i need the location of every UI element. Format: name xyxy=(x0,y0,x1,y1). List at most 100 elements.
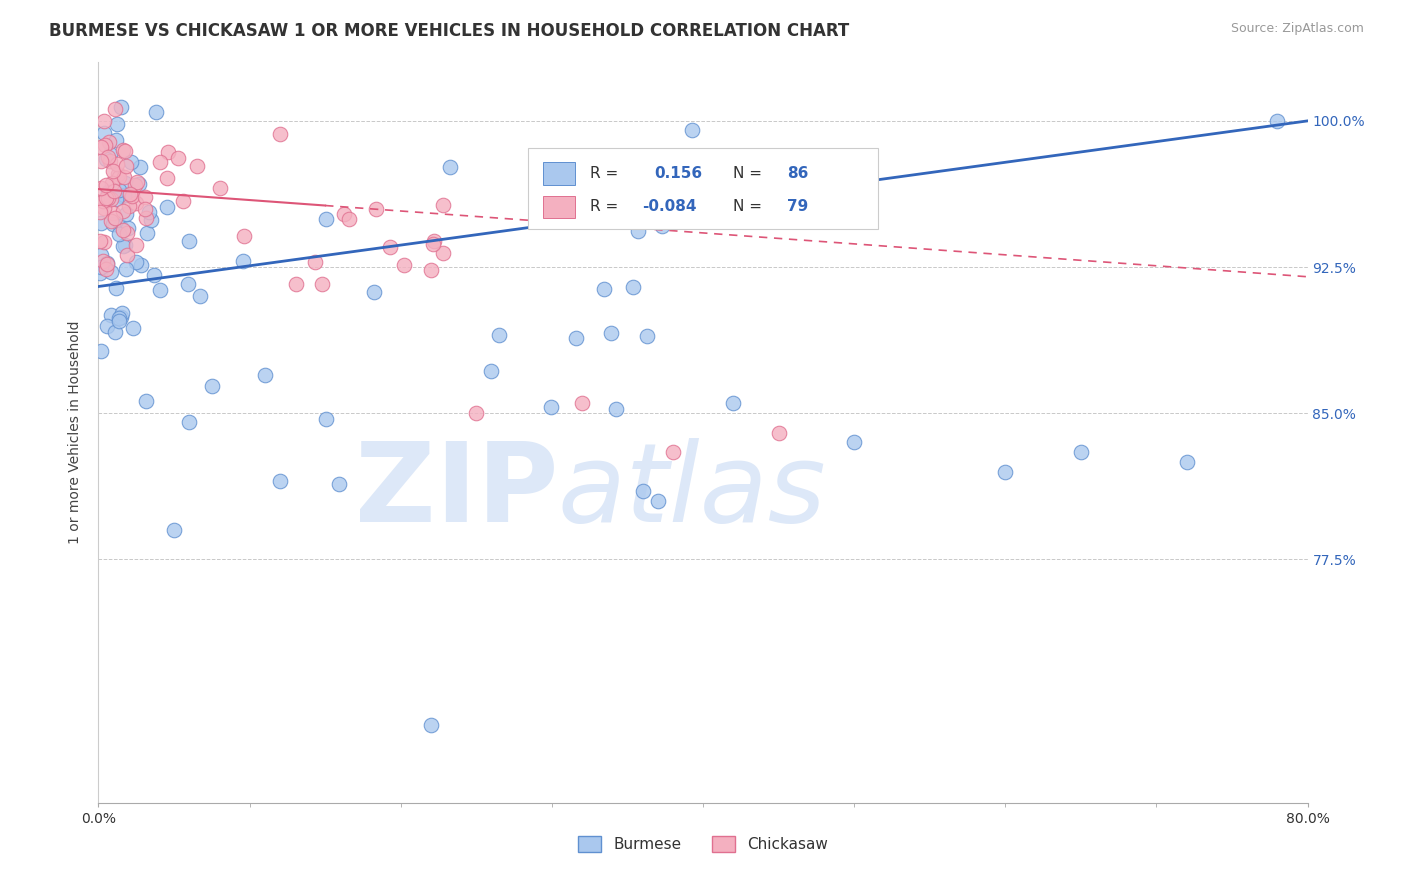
Point xyxy=(315,412,337,426)
Point xyxy=(93,137,115,152)
Point xyxy=(134,189,156,203)
Point xyxy=(89,235,111,249)
Point xyxy=(432,246,454,260)
Point xyxy=(142,268,165,283)
Point xyxy=(186,159,208,173)
Point xyxy=(108,311,131,326)
Point xyxy=(149,283,172,297)
Point xyxy=(89,205,111,219)
FancyBboxPatch shape xyxy=(527,147,879,229)
Text: 86: 86 xyxy=(787,166,808,181)
Point xyxy=(91,254,114,268)
Point xyxy=(118,187,141,202)
Point xyxy=(101,206,124,220)
Point xyxy=(94,178,117,193)
FancyBboxPatch shape xyxy=(543,162,575,185)
Point xyxy=(112,143,135,157)
Point xyxy=(315,212,337,227)
Point xyxy=(90,181,112,195)
Point xyxy=(156,200,179,214)
Point xyxy=(488,328,510,343)
Point xyxy=(420,718,443,732)
Point xyxy=(110,100,132,114)
Point xyxy=(631,484,654,499)
Point xyxy=(91,194,114,209)
Point xyxy=(129,160,152,174)
Point xyxy=(564,331,586,345)
Point xyxy=(120,155,142,169)
Point xyxy=(114,176,136,190)
Point xyxy=(135,211,157,226)
Point xyxy=(104,211,127,225)
Point xyxy=(122,321,145,335)
Point xyxy=(100,213,122,227)
Point xyxy=(647,493,669,508)
Text: BURMESE VS CHICKASAW 1 OR MORE VEHICLES IN HOUSEHOLD CORRELATION CHART: BURMESE VS CHICKASAW 1 OR MORE VEHICLES … xyxy=(49,22,849,40)
Text: -0.084: -0.084 xyxy=(641,199,696,214)
Point xyxy=(621,279,644,293)
Point xyxy=(100,265,122,279)
Point xyxy=(209,180,232,194)
Point xyxy=(439,160,461,174)
Point xyxy=(90,260,112,274)
Point xyxy=(111,306,134,320)
Point xyxy=(138,205,160,219)
Point xyxy=(93,235,115,250)
Point xyxy=(128,177,150,191)
Point xyxy=(723,396,745,410)
Point xyxy=(103,163,125,178)
Point xyxy=(994,465,1017,479)
Point xyxy=(172,194,194,208)
Point xyxy=(112,187,135,202)
Point xyxy=(600,326,623,341)
Point xyxy=(135,394,157,409)
Point xyxy=(1070,445,1092,459)
Text: N =: N = xyxy=(733,199,762,214)
Point xyxy=(167,152,190,166)
Point xyxy=(177,415,200,429)
Point xyxy=(115,159,138,173)
Point xyxy=(124,178,146,192)
Legend: Burmese, Chickasaw: Burmese, Chickasaw xyxy=(572,830,834,858)
Text: R =: R = xyxy=(591,166,619,181)
Point xyxy=(269,127,291,141)
Point xyxy=(107,227,129,241)
Point xyxy=(285,277,308,291)
Text: N =: N = xyxy=(733,166,762,181)
Point xyxy=(97,185,120,199)
Point xyxy=(127,175,149,189)
Point xyxy=(108,170,131,185)
Point xyxy=(108,183,131,197)
Point xyxy=(1267,114,1289,128)
Text: 0.156: 0.156 xyxy=(654,166,702,181)
Point xyxy=(90,248,112,262)
Point xyxy=(134,202,156,217)
Point xyxy=(104,192,127,206)
Point xyxy=(117,188,139,202)
Point xyxy=(149,155,172,169)
Y-axis label: 1 or more Vehicles in Household: 1 or more Vehicles in Household xyxy=(69,321,83,544)
Point xyxy=(117,227,139,241)
Point xyxy=(124,196,146,211)
Point xyxy=(98,153,121,168)
Point xyxy=(117,221,139,235)
Point xyxy=(363,285,385,300)
Point xyxy=(136,226,159,240)
Point xyxy=(337,211,360,226)
Point xyxy=(89,266,111,280)
Point xyxy=(103,184,125,198)
Point xyxy=(104,102,127,116)
Point xyxy=(125,254,148,268)
Point xyxy=(465,406,488,420)
Point xyxy=(1175,455,1198,469)
Point xyxy=(105,157,128,171)
Text: R =: R = xyxy=(591,199,619,214)
Point xyxy=(636,329,658,343)
Point xyxy=(93,201,115,215)
Point xyxy=(432,197,454,211)
Point xyxy=(131,258,153,272)
Point xyxy=(118,199,141,213)
Point xyxy=(605,402,627,417)
Point xyxy=(90,154,112,169)
Point xyxy=(105,133,128,147)
